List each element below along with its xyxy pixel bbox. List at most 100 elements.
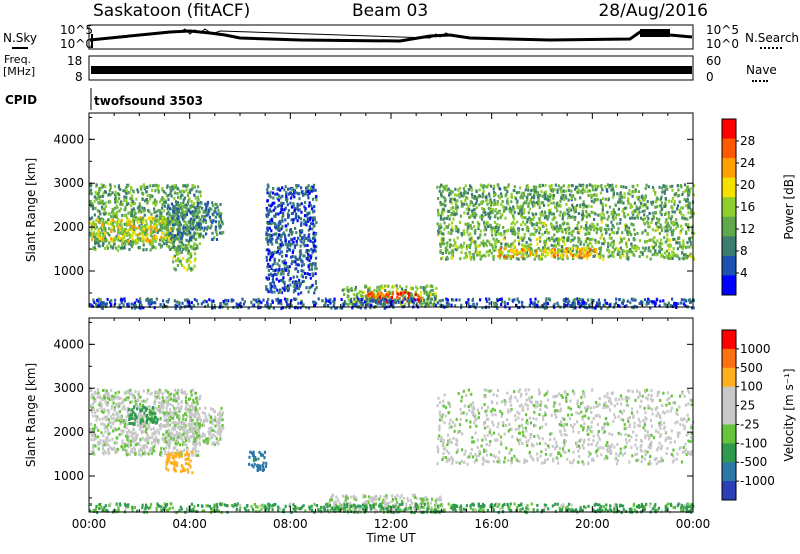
power-echo-cell xyxy=(539,212,542,215)
power-echo-cell xyxy=(466,227,469,231)
power-echo-cell xyxy=(651,185,655,189)
power-echo-cell xyxy=(433,300,436,304)
power-echo-cell xyxy=(626,299,629,303)
power-echo-cell xyxy=(595,251,598,255)
power-echo-cell xyxy=(613,248,616,252)
power-echo-cell xyxy=(280,250,284,254)
power-echo-cell xyxy=(312,222,315,226)
power-echo-cell xyxy=(99,195,102,199)
power-echo-cell xyxy=(570,196,573,200)
power-echo-cell xyxy=(599,246,603,250)
power-echo-cell xyxy=(175,253,179,256)
power-echo-cell xyxy=(129,240,133,243)
power-echo-cell xyxy=(603,216,606,220)
power-echo-cell xyxy=(140,210,143,214)
power-echo-cell xyxy=(616,222,619,226)
power-echo-cell xyxy=(559,199,562,203)
power-echo-cell xyxy=(266,215,269,218)
power-echo-cell xyxy=(151,194,154,198)
power-echo-cell xyxy=(145,238,148,242)
power-echo-cell xyxy=(299,306,302,310)
power-echo-cell xyxy=(534,249,537,253)
power-echo-cell xyxy=(313,304,316,307)
power-echo-cell xyxy=(667,257,670,261)
power-echo-cell xyxy=(488,208,492,212)
power-echo-cell xyxy=(126,239,130,243)
power-echo-cell xyxy=(581,300,584,304)
power-echo-cell xyxy=(550,212,554,216)
power-echo-cell xyxy=(682,302,686,306)
power-echo-cell xyxy=(561,230,564,234)
power-echo-cell xyxy=(362,290,365,294)
power-echo-cell xyxy=(182,201,185,205)
power-echo-cell xyxy=(266,265,269,269)
power-echo-cell xyxy=(550,237,553,241)
power-echo-cell xyxy=(314,188,317,192)
power-echo-cell xyxy=(674,192,677,196)
power-echo-cell xyxy=(610,188,613,192)
power-echo-cell xyxy=(184,215,187,219)
power-echo-cell xyxy=(525,246,528,250)
power-echo-cell xyxy=(196,227,199,231)
power-echo-cell xyxy=(116,192,120,195)
power-echo-cell xyxy=(545,248,548,252)
power-echo-cell xyxy=(583,300,586,304)
power-echo-cell xyxy=(574,215,577,219)
power-echo-cell xyxy=(298,208,301,212)
power-echo-cell xyxy=(304,201,307,204)
power-echo-cell xyxy=(663,256,666,260)
power-echo-cell xyxy=(591,185,594,189)
power-echo-cell xyxy=(269,303,272,307)
power-echo-cell xyxy=(243,300,246,304)
power-echo-cell xyxy=(454,304,457,308)
power-echo-cell xyxy=(371,293,374,297)
power-echo-cell xyxy=(692,212,695,215)
power-echo-cell xyxy=(656,252,659,256)
power-echo-cell xyxy=(162,190,166,194)
power-echo-cell xyxy=(117,227,120,231)
power-echo-cell xyxy=(211,201,214,205)
power-echo-cell xyxy=(567,198,570,202)
power-echo-cell xyxy=(437,229,440,233)
power-echo-cell xyxy=(543,193,546,197)
power-echo-cell xyxy=(507,228,510,232)
power-echo-cell xyxy=(169,220,172,224)
power-echo-cell xyxy=(185,209,188,213)
power-echo-cell xyxy=(170,202,173,206)
power-echo-cell xyxy=(277,246,280,250)
power-echo-cell xyxy=(528,207,531,211)
power-echo-cell xyxy=(569,252,572,256)
power-echo-cell xyxy=(402,288,405,292)
power-echo-cell xyxy=(290,262,293,266)
power-echo-cell xyxy=(183,266,186,269)
power-echo-cell xyxy=(219,217,223,221)
power-echo-cell xyxy=(677,188,680,192)
power-echo-cell xyxy=(98,187,101,191)
power-echo-cell xyxy=(113,238,116,242)
power-echo-cell xyxy=(646,206,649,210)
power-echo-cell xyxy=(109,185,112,189)
power-echo-cell xyxy=(546,253,549,256)
power-echo-cell xyxy=(292,260,296,264)
power-echo-cell xyxy=(574,206,577,210)
power-echo-cell xyxy=(191,227,194,231)
power-echo-cell xyxy=(560,253,563,257)
power-echo-cell xyxy=(374,299,377,303)
power-echo-cell xyxy=(610,220,613,224)
power-echo-cell xyxy=(305,236,308,240)
power-echo-cell xyxy=(505,242,508,246)
power-echo-cell xyxy=(603,237,606,241)
power-echo-cell xyxy=(499,256,502,260)
power-echo-cell xyxy=(158,215,162,219)
power-echo-cell xyxy=(184,225,187,229)
power-echo-cell xyxy=(364,294,367,298)
power-echo-cell xyxy=(280,227,283,231)
power-echo-cell xyxy=(290,196,293,200)
power-echo-cell xyxy=(183,184,186,188)
power-echo-cell xyxy=(682,190,685,194)
power-echo-cell xyxy=(287,192,290,196)
power-echo-cell xyxy=(303,218,306,222)
power-echo-cell xyxy=(312,189,315,193)
power-echo-cell xyxy=(499,254,502,257)
